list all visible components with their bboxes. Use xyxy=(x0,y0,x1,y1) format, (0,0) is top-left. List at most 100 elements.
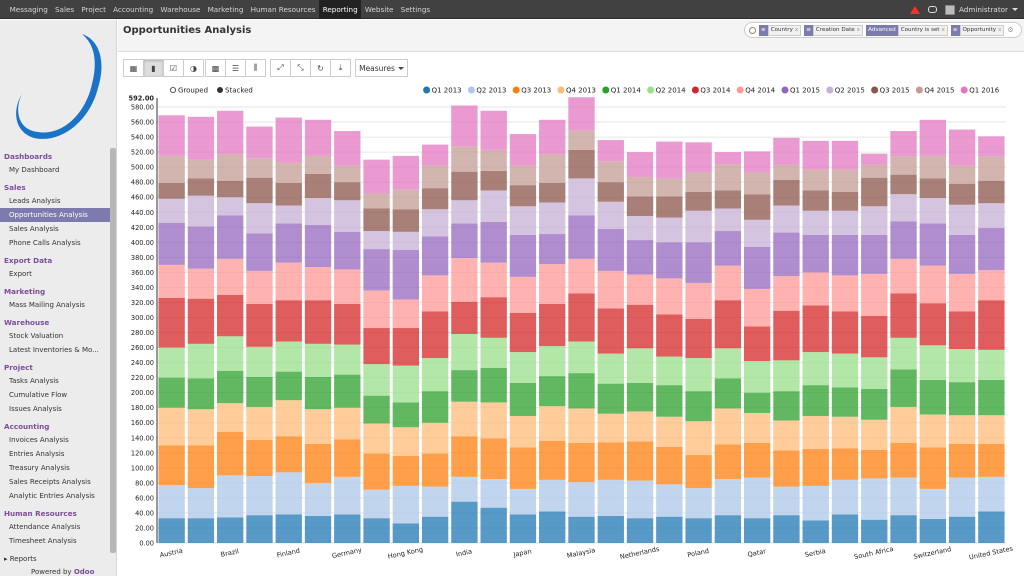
bar-segment[interactable] xyxy=(948,349,976,383)
bar-segment[interactable] xyxy=(451,301,478,335)
legend-item[interactable]: Q3 2013 xyxy=(521,87,551,95)
bar-segment[interactable] xyxy=(334,231,361,270)
bar-segment[interactable] xyxy=(187,298,215,344)
bar-segment[interactable] xyxy=(831,416,859,449)
bar-segment[interactable] xyxy=(890,337,917,370)
search-facet-opportunity[interactable]: ≡ Opportunity x xyxy=(950,24,1005,36)
bar-segment[interactable] xyxy=(743,326,771,362)
bar-segment[interactable] xyxy=(743,477,771,519)
bar-segment[interactable] xyxy=(890,369,917,407)
bar-segment[interactable] xyxy=(509,134,537,166)
legend-swatch[interactable] xyxy=(915,86,923,94)
bar-segment[interactable] xyxy=(304,376,332,410)
bar-segment[interactable] xyxy=(246,406,273,441)
bar-segment[interactable] xyxy=(714,300,742,349)
bar-segment[interactable] xyxy=(831,191,859,211)
bar-segment[interactable] xyxy=(158,377,185,408)
bar-segment[interactable] xyxy=(421,422,449,454)
bar-segment[interactable] xyxy=(187,445,215,489)
bar-segment[interactable] xyxy=(334,165,361,183)
bar-segment[interactable] xyxy=(187,343,215,379)
sidebar-item-cumulative-flow[interactable]: Cumulative Flow xyxy=(9,391,68,399)
bar-segment[interactable] xyxy=(626,480,654,519)
bar-segment[interactable] xyxy=(948,183,976,205)
bar-segment[interactable] xyxy=(743,392,771,413)
legend-swatch[interactable] xyxy=(647,86,655,94)
bar-segment[interactable] xyxy=(597,228,624,271)
bar-segment[interactable] xyxy=(861,164,888,178)
bar-segment[interactable] xyxy=(919,345,946,380)
bar-segment[interactable] xyxy=(217,197,244,216)
legend-item[interactable]: Q2 2013 xyxy=(476,87,506,95)
bar-segment[interactable] xyxy=(509,206,537,235)
radio-stacked[interactable] xyxy=(217,87,224,93)
bar-segment[interactable] xyxy=(217,110,244,155)
sidebar-item-reports[interactable]: ▸ Reports xyxy=(4,555,37,563)
collapse-icon[interactable]: ⤡ xyxy=(290,59,311,77)
menu-item-reporting[interactable]: Reporting xyxy=(319,0,362,19)
bar-segment[interactable] xyxy=(714,444,742,480)
bar-segment[interactable] xyxy=(802,352,829,386)
bar-segment[interactable] xyxy=(743,518,771,543)
bar-segment[interactable] xyxy=(363,290,390,329)
legend-swatch[interactable] xyxy=(871,86,879,94)
bar-segment[interactable] xyxy=(421,236,449,276)
bar-segment[interactable] xyxy=(948,443,976,478)
legend-swatch[interactable] xyxy=(467,86,475,94)
bar-segment[interactable] xyxy=(890,221,917,259)
bar-segment[interactable] xyxy=(509,312,537,353)
bar-segment[interactable] xyxy=(246,303,273,347)
bar-segment[interactable] xyxy=(363,193,390,209)
bar-segment[interactable] xyxy=(626,152,654,177)
bar-segment[interactable] xyxy=(480,170,507,191)
legend-swatch[interactable] xyxy=(781,86,789,94)
bar-segment[interactable] xyxy=(304,482,332,516)
bar-segment[interactable] xyxy=(714,378,742,409)
bar-segment[interactable] xyxy=(217,215,244,259)
bar-segment[interactable] xyxy=(363,453,390,490)
bar-segment[interactable] xyxy=(743,361,771,393)
bar-segment[interactable] xyxy=(392,455,420,486)
bar-segment[interactable] xyxy=(656,385,683,417)
bar-segment[interactable] xyxy=(656,196,683,218)
bar-segment[interactable] xyxy=(480,507,507,543)
bar-segment[interactable] xyxy=(626,441,654,481)
bar-segment[interactable] xyxy=(773,486,800,516)
menu-item-human-resources[interactable]: Human Resources xyxy=(250,5,316,14)
bar-segment[interactable] xyxy=(392,365,420,403)
sidebar-item-export[interactable]: Export xyxy=(9,270,32,278)
bar-segment[interactable] xyxy=(187,226,215,269)
bar-segment[interactable] xyxy=(773,205,800,233)
bar-segment[interactable] xyxy=(685,191,712,211)
bar-segment[interactable] xyxy=(948,382,976,416)
bar-segment[interactable] xyxy=(773,164,800,180)
legend-item[interactable]: Q2 2014 xyxy=(656,87,687,95)
bar-segment[interactable] xyxy=(246,515,273,543)
bar-segment[interactable] xyxy=(275,341,302,372)
bar-segment[interactable] xyxy=(480,479,507,508)
bar-segment[interactable] xyxy=(626,240,654,275)
bar-segment[interactable] xyxy=(948,311,976,350)
sidebar-item-sales-receipts-analysis[interactable]: Sales Receipts Analysis xyxy=(9,478,91,486)
bar-segment[interactable] xyxy=(275,182,302,206)
bar-segment[interactable] xyxy=(275,400,302,437)
bar-segment[interactable] xyxy=(861,357,888,389)
legend-item[interactable]: Q3 2015 xyxy=(880,87,910,95)
bar-segment[interactable] xyxy=(568,373,595,409)
legend-swatch[interactable] xyxy=(736,86,744,94)
bar-segment[interactable] xyxy=(861,478,888,520)
bar-segment[interactable] xyxy=(275,436,302,473)
bar-segment[interactable] xyxy=(978,443,1005,477)
sidebar-item-entries-analysis[interactable]: Entries Analysis xyxy=(9,450,65,458)
bar-segment[interactable] xyxy=(714,208,742,232)
bar-segment[interactable] xyxy=(802,272,829,306)
bar-segment[interactable] xyxy=(363,208,390,232)
bar-segment[interactable] xyxy=(334,200,361,232)
menu-item-marketing[interactable]: Marketing xyxy=(207,5,244,14)
bar-segment[interactable] xyxy=(714,265,742,301)
bar-segment[interactable] xyxy=(656,278,683,315)
bar-segment[interactable] xyxy=(509,234,537,277)
bar-segment[interactable] xyxy=(978,228,1005,271)
bar-segment[interactable] xyxy=(480,367,507,403)
chat-icon[interactable] xyxy=(928,6,937,13)
